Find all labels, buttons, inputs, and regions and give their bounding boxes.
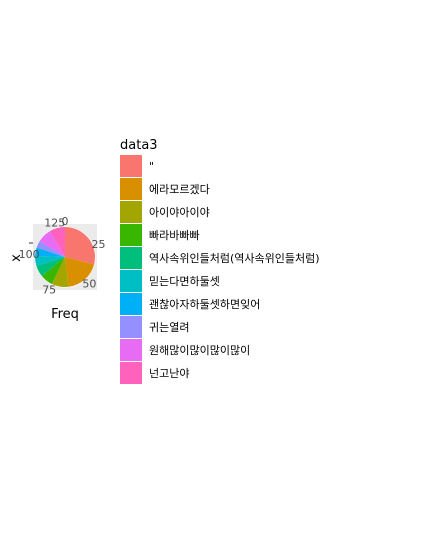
legend-swatch — [120, 247, 142, 269]
legend-item: 믿는다면하둘셋 — [120, 270, 220, 292]
legend-label: 괜찮아자하둘셋하면잊어 — [149, 297, 260, 311]
legend-item: " — [120, 155, 154, 177]
legend-label: 귀는열려 — [149, 321, 189, 334]
legend-label: 아이야아이야 — [149, 206, 210, 219]
legend-swatch — [120, 224, 142, 246]
legend-item: 귀는열려 — [120, 316, 189, 338]
legend-swatch — [120, 155, 142, 177]
legend-swatch — [120, 316, 142, 338]
pie-slices — [35, 227, 95, 287]
legend-label: 빠라바빠빠 — [149, 229, 200, 242]
legend-item: 역사속위인들처럼(역사속위인들처럼) — [120, 247, 320, 269]
pie-slice-5 — [36, 257, 65, 276]
legend-swatch — [120, 362, 142, 384]
pie-slice-10 — [49, 227, 65, 257]
x-tick-label: 75 — [42, 283, 56, 296]
x-axis-label: Freq — [51, 307, 79, 322]
legend-swatch — [120, 201, 142, 223]
x-tick-label: 0 — [62, 215, 69, 228]
legend-label: 원해많이많이많이많이 — [149, 343, 250, 357]
x-tick-label: 100 — [19, 248, 40, 261]
x-tick-label: 25 — [92, 238, 106, 251]
legend-item: 괜찮아자하둘셋하면잊어 — [120, 293, 260, 315]
legend-item: 에라모르겠다 — [120, 178, 210, 200]
x-tick-label: 125 — [44, 217, 65, 230]
pie-slice-3 — [51, 257, 69, 287]
legend-item: 아이야아이야 — [120, 201, 210, 223]
x-tick-labels: 0 25 50 75 100 125 — [19, 215, 106, 296]
y-axis-label: x — [9, 254, 24, 262]
legend-title: data3 — [120, 138, 158, 153]
legend-label: 넌고난야 — [149, 367, 189, 380]
legend-label: 믿는다면하둘셋 — [149, 274, 220, 288]
legend-swatch — [120, 178, 142, 200]
legend-label: " — [149, 160, 154, 173]
x-tick-label: 50 — [82, 278, 96, 291]
pie-slice-7 — [35, 247, 65, 257]
pie-slice-8 — [36, 240, 65, 257]
pie-slice-9 — [39, 231, 65, 257]
legend-swatch — [120, 270, 142, 292]
pie-slice-6 — [35, 255, 65, 266]
legend-item: 원해많이많이많이많이 — [120, 339, 250, 361]
legend-swatch — [120, 339, 142, 361]
pie-slice-2 — [65, 257, 95, 287]
legend-label: 에라모르겠다 — [149, 183, 210, 196]
pie-slice-4 — [41, 257, 65, 284]
pie-slice-1 — [65, 227, 95, 265]
legend-label: 역사속위인들처럼(역사속위인들처럼) — [149, 252, 320, 265]
legend-item: 빠라바빠빠 — [120, 224, 200, 246]
legend-item: 넌고난야 — [120, 362, 189, 384]
legend-swatch — [120, 293, 142, 315]
